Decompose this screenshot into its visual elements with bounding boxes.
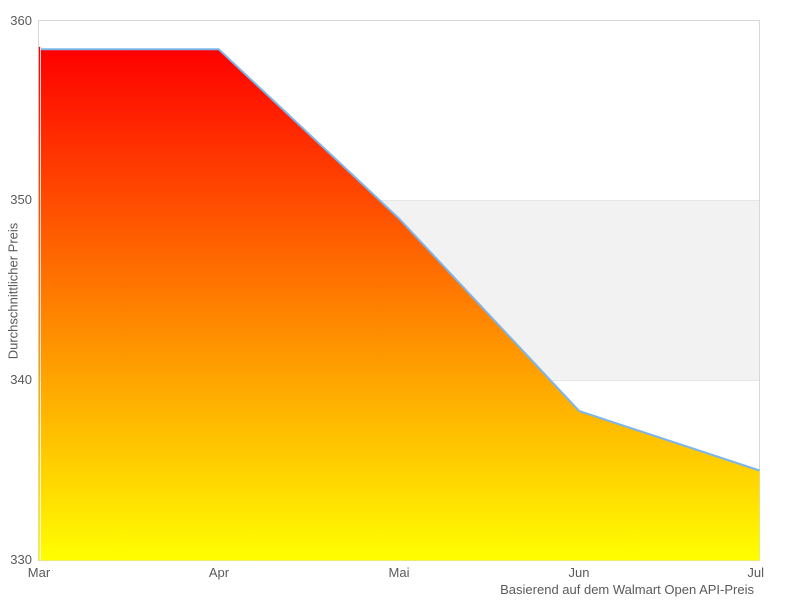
x-axis-title: Basierend auf dem Walmart Open API-Preis bbox=[500, 582, 754, 597]
y-axis-title: Durchschnittlicher Preis bbox=[5, 222, 21, 360]
y-tick-label-340: 340 bbox=[10, 372, 32, 387]
area-gradient-fill bbox=[41, 49, 760, 561]
x-tick-label-jun: Jun bbox=[568, 565, 590, 580]
x-tick-label-mai: Mai bbox=[388, 565, 410, 580]
y-tick-label-330: 330 bbox=[10, 552, 32, 567]
area-left-edge-stripe bbox=[38, 46, 41, 561]
x-tick-label-jul: Jul bbox=[747, 565, 764, 580]
x-tick-label-mar: Mar bbox=[27, 565, 51, 580]
y-tick-label-360: 360 bbox=[10, 13, 32, 28]
y-tick-label-350: 350 bbox=[10, 192, 32, 207]
series-line bbox=[41, 48, 760, 472]
x-tick-label-apr: Apr bbox=[208, 565, 230, 580]
